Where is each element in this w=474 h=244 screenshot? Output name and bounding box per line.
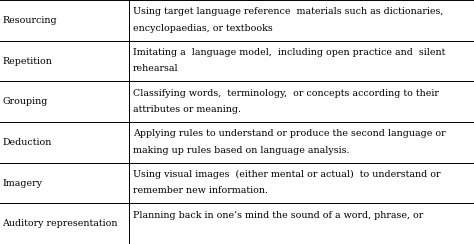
Text: attributes or meaning.: attributes or meaning. bbox=[133, 105, 241, 114]
Text: Deduction: Deduction bbox=[2, 138, 52, 147]
Text: Grouping: Grouping bbox=[2, 97, 48, 106]
Text: Using visual images  (either mental or actual)  to understand or: Using visual images (either mental or ac… bbox=[133, 170, 440, 179]
Text: remember new information.: remember new information. bbox=[133, 186, 268, 195]
Text: Applying rules to understand or produce the second language or: Applying rules to understand or produce … bbox=[133, 129, 446, 138]
Text: Using target language reference  materials such as dictionaries,: Using target language reference material… bbox=[133, 7, 443, 16]
Text: Auditory representation: Auditory representation bbox=[2, 219, 118, 228]
Text: Repetition: Repetition bbox=[2, 57, 52, 65]
Text: Imitating a  language model,  including open practice and  silent: Imitating a language model, including op… bbox=[133, 48, 445, 57]
Text: rehearsal: rehearsal bbox=[133, 64, 178, 73]
Text: Classifying words,  terminology,  or concepts according to their: Classifying words, terminology, or conce… bbox=[133, 89, 438, 98]
Text: Resourcing: Resourcing bbox=[2, 16, 57, 25]
Text: encyclopaedias, or textbooks: encyclopaedias, or textbooks bbox=[133, 24, 273, 33]
Text: Planning back in one’s mind the sound of a word, phrase, or: Planning back in one’s mind the sound of… bbox=[133, 211, 423, 220]
Text: making up rules based on language analysis.: making up rules based on language analys… bbox=[133, 146, 349, 155]
Text: Imagery: Imagery bbox=[2, 179, 42, 187]
